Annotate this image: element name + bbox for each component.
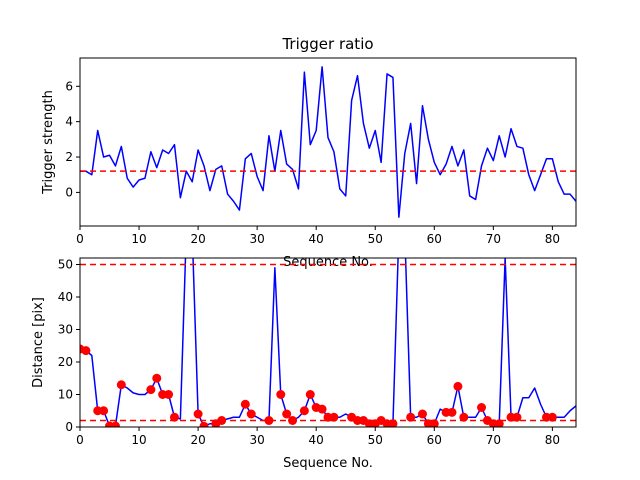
data-point: [406, 412, 416, 422]
x-tick-label: 60: [427, 433, 442, 447]
data-point: [494, 419, 504, 427]
y-tick-label: 4: [65, 115, 73, 129]
y-tick-label: 6: [65, 79, 73, 93]
x-tick-label: 20: [190, 232, 205, 246]
data-point: [169, 412, 179, 422]
data-point: [110, 421, 120, 427]
x-tick-label: 0: [76, 433, 84, 447]
y-ticks: 0 10 20 30 40 50: [58, 258, 80, 434]
data-point: [305, 390, 315, 399]
x-tick-label: 70: [486, 433, 501, 447]
data-point: [240, 399, 250, 409]
data-point: [512, 412, 522, 422]
data-point: [164, 390, 174, 399]
x-tick-label: 60: [427, 232, 442, 246]
y-tick-label: 50: [58, 258, 73, 272]
plot-frame: [79, 57, 577, 227]
data-point: [276, 390, 286, 399]
y-tick-label: 0: [65, 420, 73, 434]
data-point: [288, 416, 298, 425]
trigger-ratio-panel: Trigger ratio 0 10 20 30 40 50 60 70 80 0 2 4 6 Seq…: [41, 35, 577, 270]
x-tick-label: 40: [309, 433, 324, 447]
data-point: [429, 419, 439, 427]
x-tick-label: 70: [486, 232, 501, 246]
data-point: [193, 409, 203, 419]
y-tick-label: 30: [58, 323, 73, 337]
data-point: [329, 412, 339, 422]
y-axis-label: Distance [pix]: [31, 297, 46, 388]
data-point: [459, 412, 469, 422]
y-tick-label: 2: [65, 150, 73, 164]
plot-content: [80, 258, 576, 427]
y-tick-label: 10: [58, 388, 73, 402]
y-tick-label: 40: [58, 290, 73, 304]
series-line: [80, 66, 576, 218]
data-point: [317, 404, 327, 414]
distance-panel: 0 10 20 30 40 50 60 70 80 0 10 20 30 40 50 Sequence N…: [31, 257, 577, 471]
x-ticks: 0 10 20 30 40 50 60 70 80: [76, 226, 560, 246]
x-tick-label: 20: [190, 433, 205, 447]
x-tick-label: 50: [368, 433, 383, 447]
x-tick-label: 30: [250, 433, 265, 447]
data-point: [447, 407, 457, 417]
plot-frame: [79, 257, 577, 428]
x-tick-label: 40: [309, 232, 324, 246]
data-point: [99, 406, 109, 416]
data-point: [453, 381, 463, 391]
x-tick-label: 0: [76, 232, 84, 246]
x-axis-label: Sequence No.: [283, 456, 373, 471]
data-point: [152, 373, 162, 383]
data-point: [81, 346, 91, 356]
data-point: [388, 419, 398, 427]
y-ticks: 0 2 4 6: [65, 79, 80, 199]
data-point: [417, 409, 427, 419]
x-tick-label: 80: [545, 232, 560, 246]
data-point: [246, 409, 256, 419]
y-tick-label: 0: [65, 185, 73, 199]
data-point: [477, 403, 487, 412]
data-point: [264, 416, 274, 425]
data-point: [217, 416, 227, 425]
x-axis-label: Sequence No.: [283, 255, 373, 270]
chart-title: Trigger ratio: [281, 35, 373, 53]
data-point: [547, 412, 557, 422]
x-tick-label: 10: [131, 232, 146, 246]
x-tick-label: 50: [368, 232, 383, 246]
data-point: [199, 421, 209, 427]
data-point: [146, 385, 156, 395]
data-point: [299, 406, 309, 416]
data-point: [116, 380, 126, 390]
x-tick-label: 10: [131, 433, 146, 447]
data-point: [282, 409, 292, 419]
plot-content: [80, 66, 576, 218]
y-tick-label: 20: [58, 355, 73, 369]
x-tick-label: 30: [250, 232, 265, 246]
y-axis-label: Trigger strength: [41, 90, 56, 195]
x-ticks: 0 10 20 30 40 50 60 70 80: [76, 427, 560, 447]
x-tick-label: 80: [545, 433, 560, 447]
